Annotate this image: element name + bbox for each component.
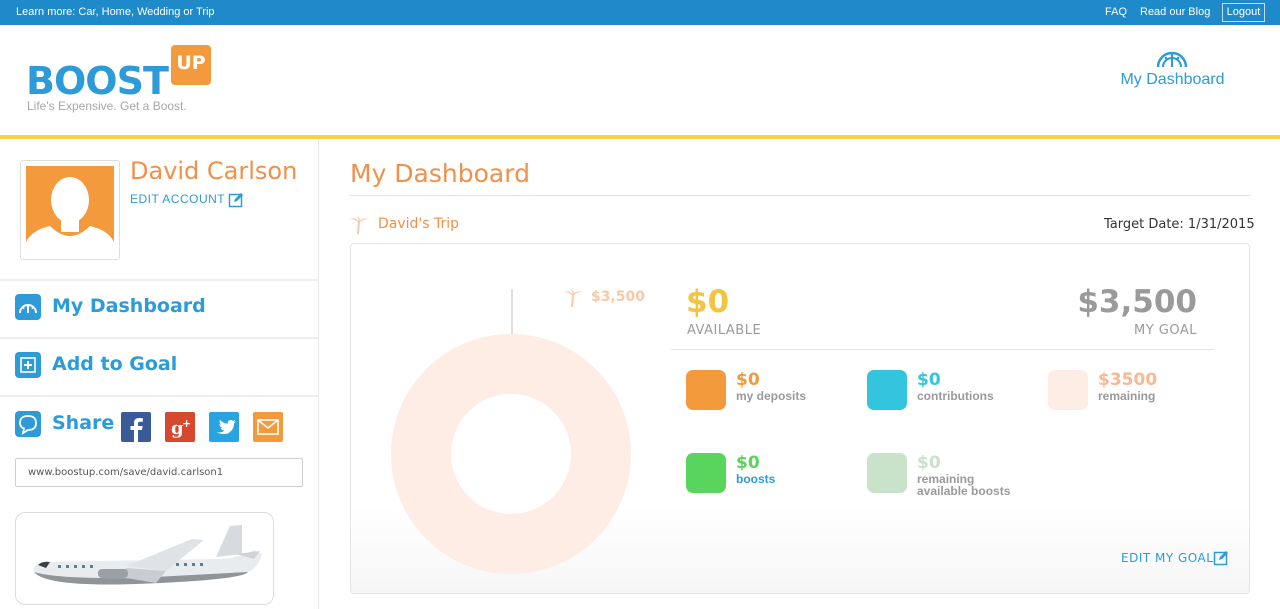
gauge-icon <box>1155 45 1189 69</box>
stat-swatch <box>686 453 726 493</box>
learn-link-car[interactable]: Car <box>78 6 95 18</box>
stat-value: $0 <box>736 370 760 390</box>
goal-progress-donut <box>391 284 651 584</box>
edit-account-link[interactable]: EDIT ACCOUNT <box>130 192 225 206</box>
goal-label: MY GOAL <box>1134 323 1197 338</box>
stat-label: my deposits <box>736 390 806 402</box>
goal-value: $3,500 <box>1077 284 1197 320</box>
remaining-ring <box>421 364 601 544</box>
available-label: AVAILABLE <box>687 323 761 338</box>
sidebar-item-label: Add to Goal <box>52 353 177 375</box>
stat-swatch <box>1048 370 1088 410</box>
profile-name: David Carlson <box>130 157 297 185</box>
sidebar-item-add-to-goal[interactable]: Add to Goal <box>15 350 305 384</box>
stat-swatch <box>686 370 726 410</box>
stat-swatch <box>867 370 907 410</box>
stat-remaining: $3500 remaining <box>1048 370 1218 415</box>
stat-value: $3500 <box>1098 370 1157 390</box>
stat-my-deposits: $0 my deposits <box>686 370 856 415</box>
goal-progress-panel: $3,500 $0 AVAILABLE $3,500 MY GOAL $0 my… <box>350 243 1250 594</box>
top-bar: Learn more: Car, Home, Wedding or Trip F… <box>0 0 1280 25</box>
faq-link[interactable]: FAQ <box>1105 6 1127 18</box>
stat-label: remaining <box>1098 390 1155 402</box>
logo[interactable]: BOOST UP Life's Expensive. Get a Boost. <box>26 45 226 115</box>
stat-label: remaining available boosts <box>917 473 1017 497</box>
google-plus-icon[interactable]: g + <box>165 412 195 442</box>
stat-label: boosts <box>736 473 775 485</box>
learn-or: or <box>183 6 193 18</box>
stat-value: $0 <box>917 453 941 473</box>
stat-boosts: $0 boosts <box>686 453 856 498</box>
sidebar: David Carlson EDIT ACCOUNT My Dashboard … <box>0 139 319 609</box>
email-icon[interactable] <box>253 412 283 442</box>
twitter-icon[interactable] <box>209 412 239 442</box>
sidebar-divider <box>0 279 318 281</box>
stat-swatch <box>867 453 907 493</box>
gauge-icon <box>15 294 41 320</box>
edit-goal-link[interactable]: EDIT MY GOAL <box>1121 551 1213 565</box>
learn-more: Learn more: Car, Home, Wedding or Trip <box>16 6 215 18</box>
stat-contributions: $0 contributions <box>867 370 1037 415</box>
facebook-icon[interactable] <box>121 412 151 442</box>
stat-remaining-available-boosts: $0 remaining available boosts <box>867 453 1027 498</box>
goal-image-card <box>15 512 274 605</box>
sidebar-item-dashboard[interactable]: My Dashboard <box>15 292 305 326</box>
logout-button[interactable]: Logout <box>1222 3 1265 22</box>
share-label-group: Share <box>15 409 115 443</box>
avatar-image <box>26 166 114 254</box>
edit-icon[interactable] <box>228 192 244 208</box>
avatar[interactable] <box>20 160 120 260</box>
speech-bubble-icon <box>15 411 41 437</box>
logo-text: BOOST <box>26 59 168 103</box>
palm-tree-icon <box>564 288 582 308</box>
stat-label: contributions <box>917 390 994 402</box>
goal-marker-label: $3,500 <box>591 289 645 305</box>
target-date: Target Date: 1/31/2015 <box>1104 217 1255 232</box>
sidebar-divider <box>0 395 318 397</box>
header-dashboard-label: My Dashboard <box>1110 71 1235 89</box>
user-silhouette-icon <box>26 166 114 254</box>
learn-more-label: Learn more: <box>16 6 75 18</box>
site-header: BOOST UP Life's Expensive. Get a Boost. … <box>0 25 1280 135</box>
svg-text:+: + <box>182 417 191 430</box>
stat-value: $0 <box>736 453 760 473</box>
title-divider <box>350 195 1250 196</box>
logo-tagline: Life's Expensive. Get a Boost. <box>27 99 187 113</box>
share-url-field[interactable]: www.boostup.com/save/david.carlson1 <box>15 458 303 487</box>
edit-icon[interactable] <box>1213 550 1229 566</box>
page-title: My Dashboard <box>350 159 530 188</box>
sidebar-divider <box>0 337 318 339</box>
learn-link-wedding[interactable]: Wedding <box>137 6 180 18</box>
available-value: $0 <box>686 284 729 320</box>
plus-icon <box>15 352 41 378</box>
palm-tree-icon <box>350 215 368 235</box>
stats-divider <box>671 349 1214 350</box>
stat-value: $0 <box>917 370 941 390</box>
sidebar-item-label: My Dashboard <box>52 295 206 317</box>
blog-link[interactable]: Read our Blog <box>1140 6 1210 18</box>
learn-link-home[interactable]: Home <box>102 6 131 18</box>
learn-link-trip[interactable]: Trip <box>196 6 215 18</box>
goal-name: David's Trip <box>378 216 459 232</box>
logo-badge: UP <box>171 45 211 85</box>
header-dashboard-link[interactable]: My Dashboard <box>1110 43 1235 103</box>
airplane-icon <box>16 513 274 605</box>
share-label: Share <box>52 412 114 434</box>
